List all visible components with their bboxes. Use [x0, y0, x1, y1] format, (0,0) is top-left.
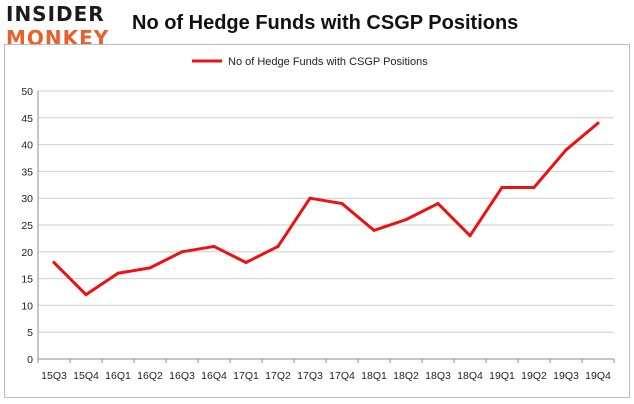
x-tick-label: 17Q4: [329, 370, 355, 382]
x-tick-label: 18Q1: [361, 370, 387, 382]
x-tick-label: 19Q3: [553, 370, 579, 382]
data-point: [244, 261, 248, 265]
y-tick-label: 15: [21, 274, 33, 286]
data-point: [436, 202, 440, 206]
series-line: [52, 121, 600, 297]
x-tick-label: 19Q1: [489, 370, 515, 382]
x-tick-label: 18Q2: [393, 370, 419, 382]
y-tick-label: 35: [21, 166, 33, 178]
series: [52, 121, 600, 297]
x-tick-label: 16Q4: [201, 370, 227, 382]
x-tick-label: 19Q2: [521, 370, 547, 382]
legend-label: No of Hedge Funds with CSGP Positions: [228, 56, 428, 68]
legend: No of Hedge Funds with CSGP Positions: [192, 56, 428, 68]
y-tick-label: 5: [27, 327, 33, 339]
chart-title: No of Hedge Funds with CSGP Positions: [132, 12, 519, 34]
x-tick-label: 16Q2: [137, 370, 163, 382]
x-tick-label: 15Q3: [41, 370, 67, 382]
data-point: [468, 234, 472, 238]
y-tick-label: 20: [21, 247, 33, 259]
y-tick-label: 30: [21, 193, 33, 205]
y-tick-label: 10: [21, 300, 33, 312]
data-point: [52, 261, 56, 265]
data-point: [500, 185, 504, 189]
x-tick-label: 15Q4: [73, 370, 99, 382]
data-point: [84, 293, 88, 297]
x-tick-label: 17Q2: [265, 370, 291, 382]
x-tick-label: 18Q4: [457, 370, 483, 382]
insider-monkey-logo: INSIDER MONKEY: [6, 4, 116, 50]
y-tick-label: 0: [27, 354, 33, 366]
data-point: [148, 266, 152, 270]
data-point: [372, 228, 376, 232]
x-tick-label: 17Q1: [233, 370, 259, 382]
data-point: [212, 244, 216, 248]
data-point: [180, 250, 184, 254]
x-tick-label: 19Q4: [585, 370, 611, 382]
data-point: [340, 202, 344, 206]
chart-frame: [4, 44, 630, 398]
y-tick-label: 50: [21, 86, 33, 98]
data-point: [276, 244, 280, 248]
data-point: [532, 185, 536, 189]
x-tick-label: 16Q3: [169, 370, 195, 382]
x-tick-label: 16Q1: [105, 370, 131, 382]
data-point: [308, 196, 312, 200]
x-tick-label: 17Q3: [297, 370, 323, 382]
x-tick-label: 18Q3: [425, 370, 451, 382]
y-tick-label: 40: [21, 140, 33, 152]
y-tick-labels: 0 5 10 15 20 25 30 35 40 45 50: [21, 86, 33, 366]
logo-text-insider: INSIDER: [6, 2, 105, 26]
data-point: [404, 218, 408, 222]
logo-text-monkey: MONKEY: [6, 26, 110, 50]
data-point: [564, 148, 568, 152]
y-tick-label: 25: [21, 220, 33, 232]
data-point: [596, 121, 600, 125]
data-point: [116, 271, 120, 275]
gridlines: [38, 90, 614, 360]
axes: [37, 91, 615, 363]
y-tick-label: 45: [21, 113, 33, 125]
x-tick-labels: 15Q3 15Q4 16Q1 16Q2 16Q3 16Q4 17Q1 17Q2 17Q3 17Q4…: [41, 370, 611, 382]
